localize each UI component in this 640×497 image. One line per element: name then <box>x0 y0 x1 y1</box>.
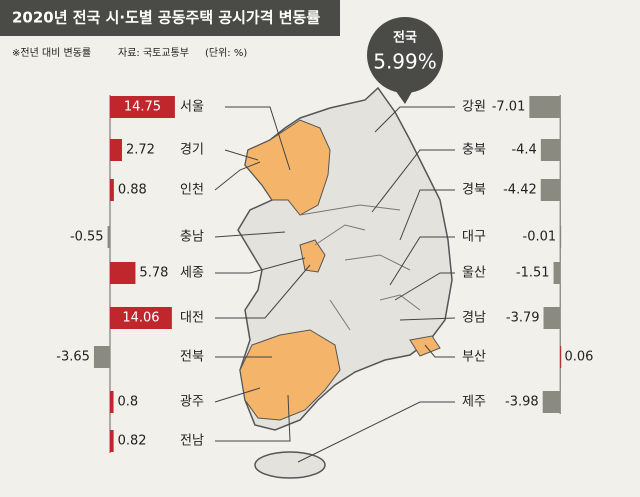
region-label: 광주 <box>180 395 204 410</box>
region-label: 울산 <box>462 266 486 281</box>
value-label: -4.42 <box>503 183 537 198</box>
bar <box>540 139 561 161</box>
bar <box>110 391 114 413</box>
chart-title: 2020년 전국 시·도별 공동주택 공시가격 변동률 <box>12 9 320 27</box>
source: 자료: 국토교통부 <box>118 47 189 59</box>
bar <box>110 430 114 452</box>
region-label: 충북 <box>462 143 486 158</box>
region-label: 경남 <box>462 311 486 326</box>
region-label: 강원 <box>462 100 486 115</box>
value-label: -3.65 <box>56 350 90 365</box>
bar <box>529 96 561 118</box>
region-label: 인천 <box>180 183 204 198</box>
bar <box>107 226 110 248</box>
unit: (단위: %) <box>205 46 247 59</box>
region-label: 세종 <box>180 266 204 281</box>
bar <box>110 307 172 329</box>
region-label: 전북 <box>180 350 204 365</box>
leader-lines <box>214 106 456 463</box>
value-label: -0.55 <box>70 230 104 245</box>
region-label: 경기 <box>180 143 204 158</box>
national-value: 5.99% <box>373 50 437 74</box>
bar <box>110 139 122 161</box>
bubble-tail <box>395 90 413 104</box>
bar <box>560 346 562 368</box>
bar <box>93 346 110 368</box>
region-label: 서울 <box>180 100 204 115</box>
region-label: 경북 <box>462 183 486 198</box>
region-label: 부산 <box>462 350 486 365</box>
value-label: 0.06 <box>564 350 593 365</box>
region-label: 제주 <box>462 395 486 410</box>
bar <box>110 262 136 284</box>
value-label: -7.01 <box>492 100 526 115</box>
title-box <box>0 0 340 36</box>
bar <box>540 179 561 201</box>
bar <box>560 226 562 248</box>
value-label: 0.88 <box>118 183 147 198</box>
value-label: 14.75 <box>124 100 161 115</box>
bar <box>553 262 561 284</box>
bar <box>543 307 561 329</box>
region-label: 충남 <box>180 230 204 245</box>
value-label: 0.82 <box>118 434 147 449</box>
value-label: 14.06 <box>122 311 159 326</box>
value-label: 5.78 <box>139 266 168 281</box>
value-label: 0.8 <box>118 395 139 410</box>
national-label: 전국 <box>393 30 417 46</box>
value-label: 2.72 <box>126 143 155 158</box>
region-label: 대전 <box>180 311 204 326</box>
region-label: 대구 <box>462 230 486 245</box>
value-label: -4.4 <box>511 143 536 158</box>
national-bubble <box>367 17 443 93</box>
region-label: 전남 <box>180 434 204 449</box>
bar <box>110 96 175 118</box>
value-label: -0.01 <box>523 230 557 245</box>
map <box>237 86 453 479</box>
value-label: -1.51 <box>516 266 550 281</box>
value-label: -3.98 <box>505 395 539 410</box>
value-label: -3.79 <box>506 311 540 326</box>
subtitle: ※전년 대비 변동률 <box>12 47 91 59</box>
bar <box>110 179 114 201</box>
bar <box>542 391 561 413</box>
